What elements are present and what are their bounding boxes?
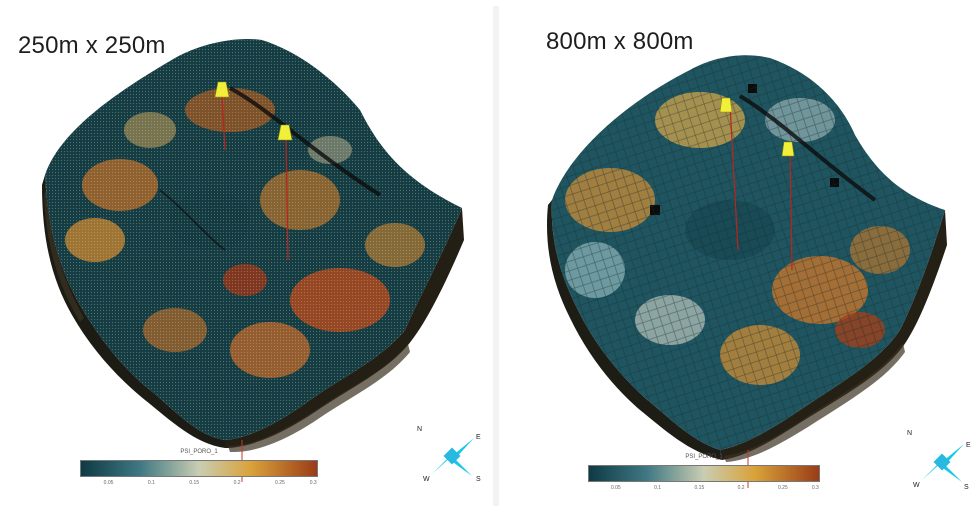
colorbar-tick: 0.15 — [694, 485, 705, 491]
colorbar-gradient — [588, 465, 820, 482]
colorbar-title: PSI_PORO_1 — [685, 454, 723, 460]
panel-title: 250m x 250m — [18, 32, 166, 59]
compass-icon: N E S W — [414, 420, 484, 490]
compass-south-label: S — [476, 476, 481, 483]
compass-icon: N E S W — [904, 426, 974, 496]
colorbar-gradient — [80, 460, 318, 477]
colorbar-tick: 0.2 — [737, 485, 745, 491]
colorbar-tick: 0.05 — [103, 480, 114, 486]
colorbar-tick: 0.25 — [778, 485, 788, 491]
colorbar-tick: 0.3 — [309, 480, 317, 486]
panel-coarse-grid: PSI_PORO_1 0.05 0.1 0.15 0.2 0.25 0.3 N … — [500, 0, 976, 506]
colorbar-tick: 0.25 — [275, 480, 285, 486]
compass-west-label: W — [913, 482, 920, 489]
compass-south-label: S — [964, 484, 969, 491]
compass-north-label: N — [417, 426, 423, 433]
compass-east-label: E — [966, 442, 971, 449]
panel-separator — [493, 6, 499, 506]
colorbar-tick: 0.15 — [189, 480, 200, 486]
colorbar-tick: 0.3 — [811, 485, 819, 491]
compass-east-label: E — [476, 434, 481, 441]
colorbar-tick: 0.1 — [147, 480, 155, 486]
colorbar-tick: 0.2 — [233, 480, 241, 486]
panel-title: 800m x 800m — [546, 28, 694, 55]
colorbar-tick: 0.05 — [610, 485, 621, 491]
compass-west-label: W — [423, 476, 430, 483]
reservoir-model-fine — [42, 38, 464, 482]
compass-north-label: N — [907, 430, 913, 437]
well-marker-icon — [214, 81, 293, 141]
reservoir-model-coarse — [546, 55, 947, 488]
colorbar-title: PSI_PORO_1 — [180, 449, 218, 455]
colorbar-tick: 0.1 — [654, 485, 662, 491]
panel-fine-grid: PSI_PORO_1 0.05 0.1 0.15 0.2 0.25 0.3 N … — [18, 32, 484, 490]
well-marker-icon — [719, 97, 795, 157]
